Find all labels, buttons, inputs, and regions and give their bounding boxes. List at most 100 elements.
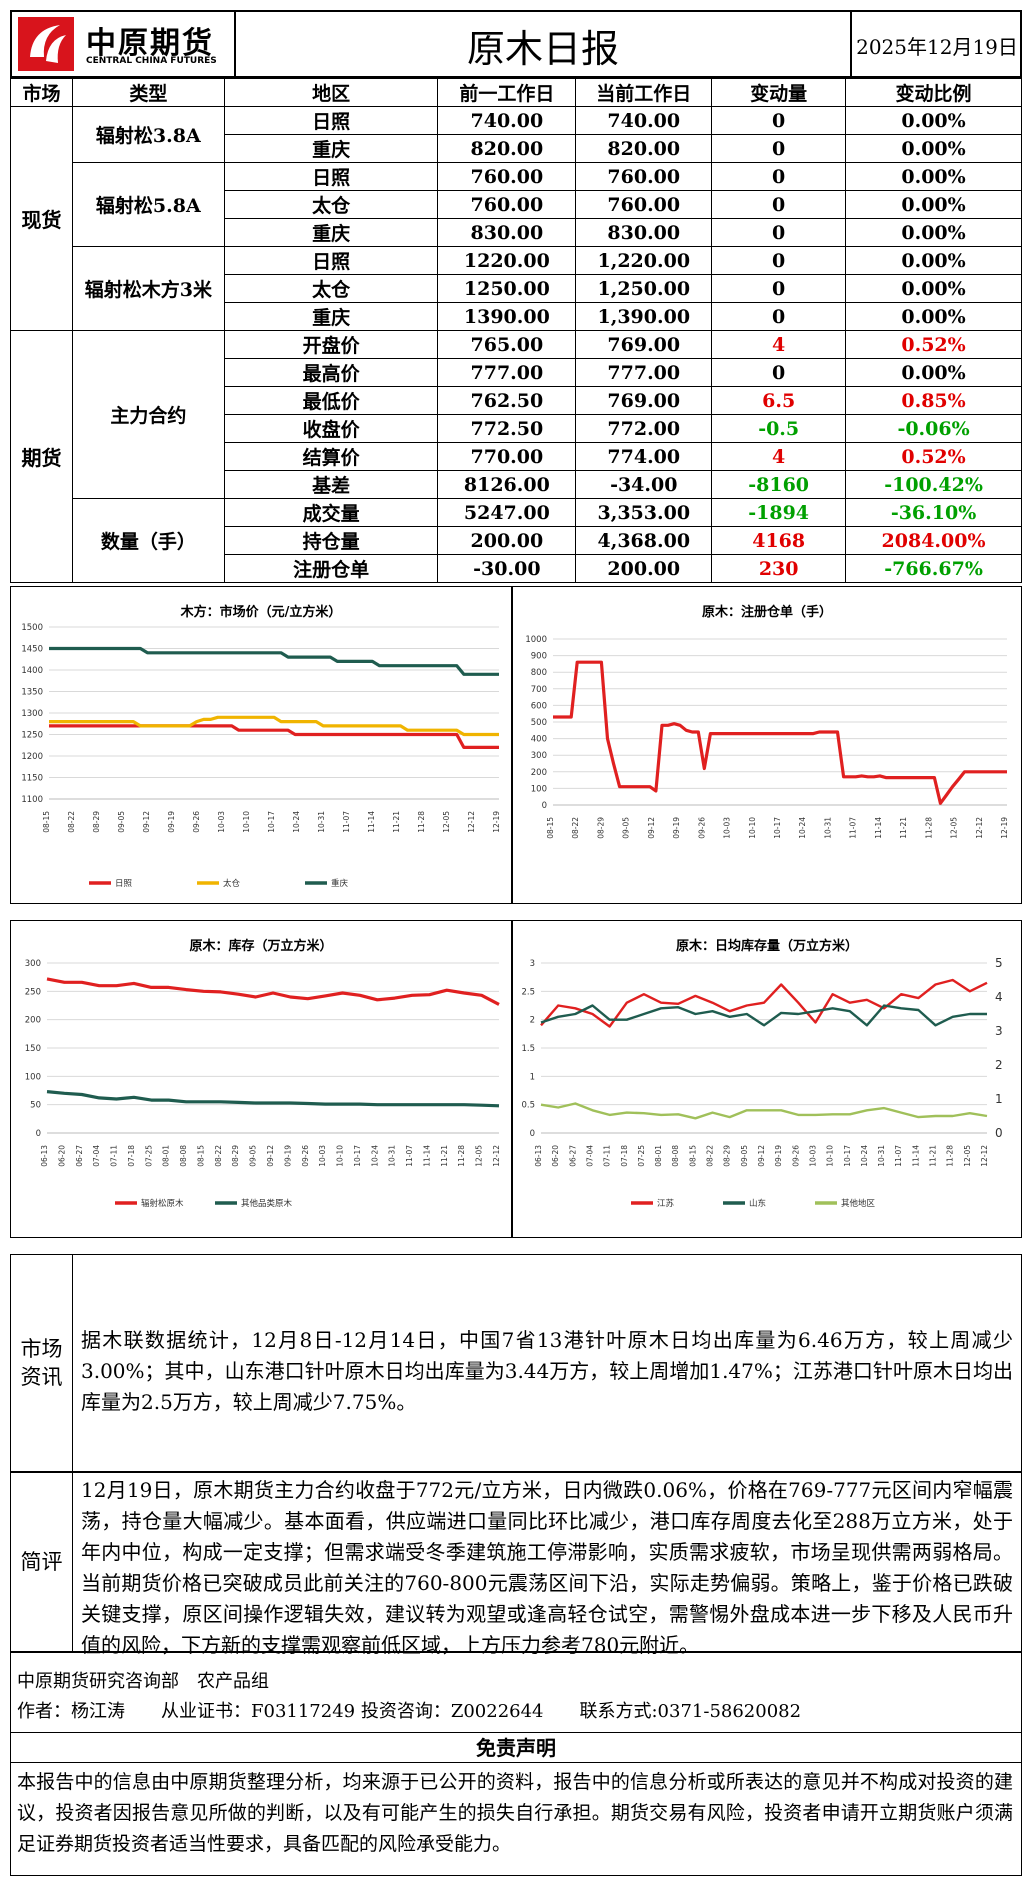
x-tick-label: 09-05 [117, 811, 126, 833]
cell-prev: 770.00 [437, 442, 577, 471]
x-tick-label: 11-28 [924, 817, 933, 839]
chart-panel-warrants: 原木：注册仓单（手） 0 100 200 300 400 500 600 700 800 900 1… [512, 586, 1022, 904]
cell-pct: 0.00% [845, 218, 1022, 247]
cell-pct: 0.00% [845, 134, 1022, 163]
y-tick-label: 1100 [21, 795, 43, 805]
type-cell: 数量（手） [71, 498, 225, 583]
x-tick-label: 11-28 [417, 811, 426, 833]
type-cell: 辐射松3.8A [71, 106, 225, 163]
y-right-tick-label: 4 [995, 990, 1003, 1004]
x-tick-label: 06-20 [57, 1145, 66, 1167]
table-row: 期货 主力合约 开盘价 765.00 769.00 4 0.52% [10, 330, 1022, 583]
cell-chg: 230 [711, 554, 847, 583]
y-right-tick-label: 5 [995, 956, 1003, 970]
y-tick-label: 600 [531, 701, 547, 711]
cell-prev: 830.00 [437, 218, 577, 247]
x-tick-label: 09-05 [622, 817, 631, 839]
cell-region: 持仓量 [223, 526, 439, 555]
y-tick-label: 0 [530, 1129, 535, 1139]
author-info: 作者：杨江涛 从业证书：F03117249 投资咨询：Z0022644 联系方式… [17, 1701, 802, 1722]
market-news-text: 据木联数据统计，12月8日-12月14日，中国7省13港针叶原木日均出库量为6.… [81, 1328, 1013, 1414]
company-logo: 中原期货 CENTRAL CHINA FUTURES [12, 12, 236, 78]
chart-timber-price: 1100 1150 1200 1250 1300 1350 1400 1450 1500 08-1… [21, 623, 501, 889]
cell-chg: 4 [711, 442, 847, 471]
cell-chg: -0.5 [711, 414, 847, 443]
cell-pct: 2084.00% [845, 526, 1022, 555]
x-tick-label: 08-15 [196, 1145, 205, 1167]
y-tick-label: 150 [25, 1044, 41, 1054]
cell-prev: 820.00 [437, 134, 577, 163]
chart-panel-inventory: 原木：库存（万立方米） 0 50 100 150 200 250 300 06-13 06-20… [10, 920, 512, 1238]
series-line-main [553, 660, 1007, 805]
cell-chg: 0 [711, 106, 847, 135]
x-tick-label: 10-10 [826, 1145, 835, 1167]
y-tick-label: 1250 [21, 731, 43, 741]
y-right-tick-label: 0 [995, 1126, 1003, 1140]
x-tick-label: 11-28 [946, 1145, 955, 1167]
y-tick-label: 400 [531, 735, 547, 745]
cell-pct: 0.85% [845, 386, 1022, 415]
x-tick-label: 08-22 [67, 811, 76, 833]
x-tick-label: 11-07 [894, 1145, 903, 1167]
y-tick-label: 1300 [21, 709, 43, 719]
y-right-tick-label: 3 [995, 1024, 1003, 1038]
x-tick-label: 11-21 [392, 811, 401, 833]
x-tick-label: 08-29 [723, 1145, 732, 1167]
comment-section: 简评 12月19日，原木期货主力合约收盘于772元/立方米，日内微跌0.06%，… [10, 1472, 1022, 1657]
cell-prev: 762.50 [437, 386, 577, 415]
x-tick-label: 12-12 [467, 811, 476, 833]
y-tick-label: 0 [36, 1129, 41, 1139]
cell-pct: -766.67% [845, 554, 1022, 583]
x-tick-label: 10-10 [242, 811, 251, 833]
y-right-tick-label: 2 [995, 1058, 1003, 1072]
cell-prev: 1250.00 [437, 274, 577, 303]
cell-pct: 0.00% [845, 106, 1022, 135]
cell-region: 最高价 [223, 358, 439, 387]
y-tick-label: 0.5 [521, 1101, 535, 1111]
cell-region: 重庆 [223, 134, 439, 163]
cell-pct: -36.10% [845, 498, 1022, 527]
cell-curr: 820.00 [575, 134, 713, 163]
x-tick-label: 09-26 [192, 811, 201, 833]
x-tick-label: 10-03 [723, 817, 732, 839]
cell-region: 收盘价 [223, 414, 439, 443]
x-tick-label: 08-01 [654, 1145, 663, 1167]
comment-text: 12月19日，原木期货主力合约收盘于772元/立方米，日内微跌0.06%，价格在… [81, 1478, 1013, 1657]
x-tick-label: 10-24 [370, 1145, 379, 1167]
x-tick-label: 06-27 [75, 1145, 84, 1167]
y-tick-label: 700 [531, 685, 547, 695]
x-tick-label: 07-18 [620, 1145, 629, 1167]
table-header-cell: 前一工作日 [437, 78, 577, 107]
y-tick-label: 0 [542, 801, 547, 811]
cell-pct: 0.00% [845, 358, 1022, 387]
market-cell: 现货 [10, 106, 73, 331]
legend-label: 山东 [749, 1198, 766, 1209]
x-tick-label: 11-14 [422, 1145, 431, 1167]
y-tick-label: 1 [530, 1072, 535, 1082]
y-tick-label: 1500 [21, 623, 43, 633]
cell-prev: 765.00 [437, 330, 577, 359]
x-tick-label: 12-19 [492, 811, 501, 833]
market-news-section: 市场资讯 据木联数据统计，12月8日-12月14日，中国7省13港针叶原木日均出… [10, 1254, 1022, 1472]
chart-panel-timber-price: 木方：市场价（元/立方米） 1100 1150 1200 1250 1300 1350 14… [10, 586, 512, 904]
cell-curr: 830.00 [575, 218, 713, 247]
x-tick-label: 10-31 [823, 817, 832, 839]
cell-prev: 740.00 [437, 106, 577, 135]
chart-daily-outflow: 0 0.5 1 1.5 2 2.5 3 0 1 2 3 4 5 06-13 06-20 06-27 07-04 0… [521, 956, 1003, 1209]
legend-label: 太仓 [223, 878, 241, 889]
cell-prev: 772.50 [437, 414, 577, 443]
y-tick-label: 2.5 [521, 987, 535, 997]
x-tick-label: 12-05 [950, 817, 959, 839]
x-tick-label: 11-07 [342, 811, 351, 833]
x-tick-label: 10-31 [877, 1145, 886, 1167]
table-header-cell: 类型 [71, 78, 225, 107]
x-tick-label: 08-22 [214, 1145, 223, 1167]
y-right-tick-label: 1 [995, 1092, 1003, 1106]
table-header-cell: 变动比例 [845, 78, 1022, 107]
comment-label: 简评 [11, 1473, 73, 1651]
cell-region: 重庆 [223, 302, 439, 331]
x-tick-label: 06-13 [534, 1145, 543, 1167]
cell-chg: -1894 [711, 498, 847, 527]
y-tick-label: 500 [531, 718, 547, 728]
table-header-row: 市场 类型 地区 前一工作日 当前工作日 变动量 变动比例 [10, 78, 1022, 107]
